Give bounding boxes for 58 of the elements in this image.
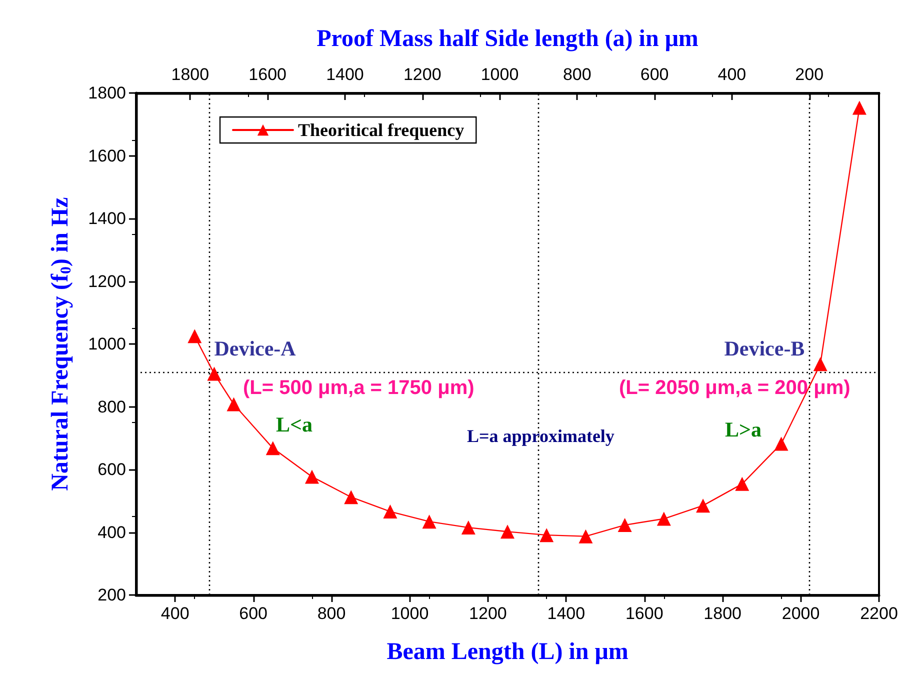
y-tick-label: 600 [98, 460, 126, 479]
point [500, 524, 514, 539]
annotation: Device-B [724, 336, 805, 361]
point [383, 504, 398, 519]
point [266, 441, 280, 456]
x2-tick-label: 1000 [480, 65, 519, 84]
x2-tick-label: 200 [795, 65, 824, 84]
point [656, 512, 671, 526]
y-tick-label: 800 [98, 397, 126, 416]
x-tick-label: 400 [160, 604, 190, 623]
y-tick-label: 1000 [88, 334, 126, 354]
x-tick-label: 1200 [469, 604, 507, 623]
point [207, 366, 222, 381]
point [774, 436, 788, 451]
point [618, 518, 632, 532]
y-tick-label: 1600 [88, 146, 126, 166]
annotation: L>a [725, 418, 762, 442]
annotation: (L= 2050 μm,a = 200 μm) [619, 377, 850, 399]
legend-label: Theoritical frequency [298, 120, 464, 140]
point [578, 529, 593, 544]
point [344, 490, 358, 504]
point [188, 329, 202, 344]
x-tick-label: 1800 [704, 604, 742, 623]
y-tick-label: 200 [98, 586, 126, 604]
x-tick-label: 600 [239, 604, 268, 623]
annotation: L=a approximately [467, 426, 614, 446]
point [735, 476, 750, 491]
y-tick-label: 400 [98, 522, 126, 542]
annotation: L<a [276, 412, 313, 436]
annotation: (L= 500 μm,a = 1750 μm) [243, 377, 474, 399]
x-tick-label: 1600 [625, 604, 664, 623]
point [461, 520, 476, 535]
x-tick-label: 2000 [782, 604, 820, 623]
y-axis-title: Natural Frequency (f0) in Hz [48, 196, 74, 491]
y-tick-label: 1200 [88, 272, 126, 291]
point [540, 528, 554, 542]
x2-tick-label: 800 [562, 65, 592, 84]
x-tick-label: 1400 [547, 604, 586, 623]
x-axis-title: Beam Length (L) in μm [386, 639, 628, 665]
x2-axis-title: Proof Mass half Side length (a) in μm [316, 26, 698, 52]
x2-tick-label: 1400 [326, 65, 364, 84]
point [852, 100, 866, 115]
point [226, 397, 241, 412]
point [422, 514, 436, 529]
point [696, 498, 710, 513]
x-tick-label: 1000 [390, 604, 429, 623]
x2-tick-label: 1600 [248, 65, 286, 84]
x-tick-label: 800 [317, 604, 346, 623]
x-tick-label: 2200 [860, 604, 898, 623]
point [304, 470, 319, 484]
x2-tick-label: 600 [640, 65, 669, 84]
x2-tick-label: 1200 [403, 65, 442, 84]
y-tick-label: 1800 [88, 84, 126, 102]
x2-tick-label: 400 [718, 65, 746, 84]
point [813, 357, 828, 372]
x2-tick-label: 1800 [171, 65, 210, 84]
y-tick-label: 1400 [88, 209, 126, 228]
annotation: Device-A [214, 336, 297, 361]
